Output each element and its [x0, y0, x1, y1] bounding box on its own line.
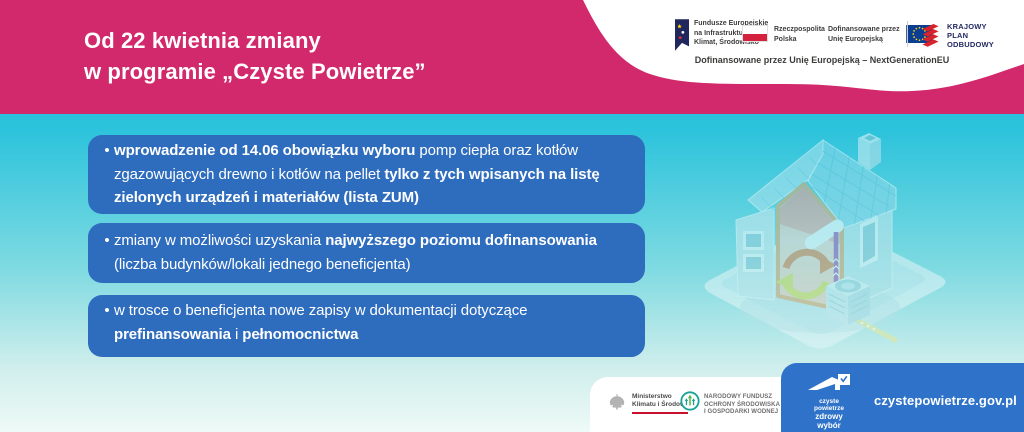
info-card-funding-level: • zmiany w możliwości uzyskania najwyższ…	[88, 223, 645, 283]
nfosigw-text-line: OCHRONY ŚRODOWISKA	[704, 401, 781, 408]
info-card-text: wprowadzenie od 14.06 obowiązku wyboru p…	[114, 142, 600, 206]
logo-area-wave	[583, 0, 1024, 92]
logo-text-line: PLAN	[947, 31, 969, 40]
logo-text-line: na Infrastrukturę,	[694, 29, 752, 37]
logo-eu-cofunded: Dofinansowane przez Unię Europejską	[828, 25, 933, 44]
logo-text-line: Rzeczpospolita	[774, 26, 825, 33]
nfosigw-icon	[680, 391, 700, 411]
eu-funds-flag-icon	[675, 19, 689, 51]
house-heat-pump-illustration	[704, 133, 946, 349]
chimney	[858, 133, 881, 170]
nfosigw-text-line: I GOSPODARKI WODNEJ	[704, 409, 779, 416]
page-title: Od 22 kwietnia zmiany w programie „Czyst…	[84, 25, 426, 87]
czyste-powietrze-logo-icon	[808, 374, 850, 390]
logo-ministry: Ministerstwo Klimatu i Środowiska	[607, 391, 698, 414]
pipes	[832, 232, 899, 344]
footer-logos-panel: Ministerstwo Klimatu i Środowiska NARODO…	[590, 377, 796, 432]
logo-poland: Rzeczpospolita Polska	[742, 25, 825, 44]
nfosigw-text-line: NARODOWY FUNDUSZ	[704, 394, 773, 400]
bullet-marker: •	[104, 302, 110, 319]
heat-pump-unit	[826, 276, 870, 325]
bullet-marker: •	[104, 142, 110, 159]
cp-logo-line-1: czyste powietrze	[814, 398, 844, 412]
logo-divider	[907, 21, 908, 47]
logo-eu-funds: Fundusze Europejskie na Infrastrukturę, …	[675, 19, 768, 51]
info-card-zum: • wprowadzenie od 14.06 obowiązku wyboru…	[88, 135, 645, 214]
logo-text-line: Klimat, Środowisko	[694, 39, 759, 46]
footer-website-panel: czyste powietrze zdrowy wybór czystepowi…	[781, 363, 1024, 432]
ministry-red-underline	[632, 412, 688, 414]
info-card-text: zmiany w możliwości uzyskania najwyższeg…	[114, 232, 597, 273]
logo-text-line: ODBUDOWY	[947, 40, 995, 49]
cp-logo-line-2: zdrowy wybór	[815, 412, 843, 430]
logo-nfosigw: NARODOWY FUNDUSZ OCHRONY ŚRODOWISKA I GO…	[680, 391, 780, 417]
title-line-2: w programie „Czyste Powietrze”	[84, 59, 426, 84]
info-card-text: w trosce o beneficjenta nowe zapisy w do…	[114, 302, 528, 343]
recycle-arrows-icon	[776, 248, 836, 300]
czyste-powietrze-logo: czyste powietrze zdrowy wybór	[806, 374, 852, 432]
logo-text-line: Unię Europejską	[828, 35, 883, 43]
indoor-unit	[804, 219, 844, 250]
eagle-emblem-icon	[609, 393, 625, 410]
ministry-text-line: Ministerstwo	[632, 393, 672, 400]
title-line-1: Od 22 kwietnia zmiany	[84, 28, 321, 53]
website-link[interactable]: czystepowietrze.gov.pl	[874, 393, 1017, 408]
house-walls	[735, 206, 893, 311]
bullet-marker: •	[104, 232, 110, 249]
kpo-icon	[922, 24, 939, 47]
logo-kpo: KRAJOWY PLAN ODBUDOWY	[921, 22, 994, 49]
logo-text-line: KRAJOWY	[947, 22, 987, 31]
funding-note: Dofinansowane przez Unię Europejską – Ne…	[694, 55, 950, 65]
info-card-documentation: • w trosce o beneficjenta nowe zapisy w …	[88, 295, 645, 357]
logo-text-line: Dofinansowane przez	[828, 26, 900, 33]
logo-text-line: Polska	[774, 35, 797, 43]
logo-text-line: Fundusze Europejskie	[694, 20, 769, 27]
ministry-text-line: Klimatu i Środowiska	[632, 401, 698, 408]
poland-flag-icon	[742, 25, 768, 42]
